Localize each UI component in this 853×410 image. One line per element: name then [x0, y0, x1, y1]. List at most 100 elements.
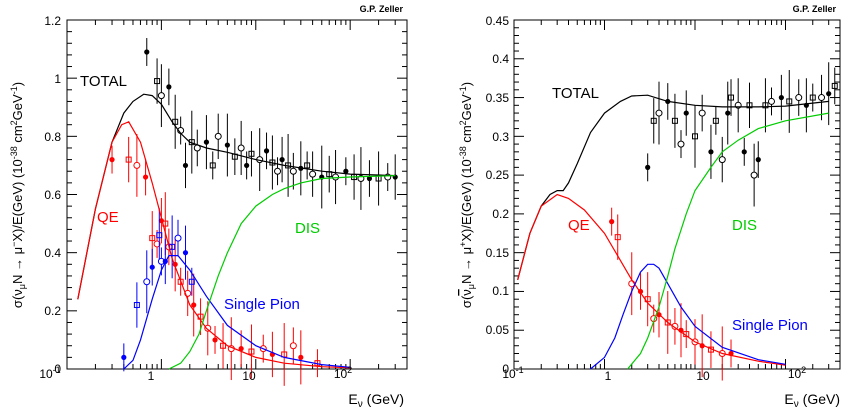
data-point — [818, 94, 826, 102]
series-line — [590, 263, 786, 370]
series-line — [517, 193, 786, 366]
annotation-total: TOTAL — [552, 85, 599, 102]
data-point — [220, 342, 227, 349]
data-point — [209, 162, 216, 169]
y-tick-label: 0.05 — [486, 323, 510, 337]
data-point — [698, 109, 706, 117]
data-point — [366, 175, 373, 182]
data-point — [304, 162, 311, 169]
data-point — [778, 94, 784, 101]
y-tick-label: 0.6 — [44, 188, 61, 202]
axis-ticks — [513, 19, 841, 370]
annotation-dis: DIS — [295, 220, 320, 237]
data-point — [298, 354, 304, 360]
x-axis-label: Eν (GeV) — [348, 391, 404, 410]
y-axis-label: σ(νμN → μ+X)/E(GeV) (10-38 cm2GeV-1) — [458, 82, 476, 308]
data-point — [244, 162, 250, 169]
y-tick-label: 0.15 — [486, 246, 510, 260]
data-point — [650, 117, 657, 124]
data-point — [182, 162, 189, 169]
data-point — [188, 278, 195, 285]
y-tick-label: 0.4 — [44, 246, 61, 260]
data-point — [248, 348, 255, 355]
x-tick-label: 1 — [605, 369, 612, 383]
data-point — [692, 133, 699, 140]
data-point — [153, 240, 161, 248]
data-point — [677, 140, 685, 148]
data-point — [683, 110, 689, 116]
data-point — [214, 132, 222, 140]
data-point — [343, 168, 349, 174]
x-tick-label: 1 — [148, 369, 155, 383]
data-point — [831, 82, 838, 89]
data-point — [332, 173, 340, 181]
data-point — [156, 232, 163, 239]
data-point — [826, 91, 832, 97]
data-point — [809, 94, 816, 101]
data-point — [755, 157, 761, 163]
data-point — [203, 139, 210, 145]
y-tick-label: 0 — [54, 362, 61, 376]
y-tick-label: 0.1 — [492, 284, 509, 298]
series-line — [627, 112, 829, 370]
y-tick-label: 0.25 — [486, 168, 510, 182]
data-point — [248, 150, 255, 157]
y-tick-label: 0.8 — [44, 130, 61, 144]
series-line — [168, 175, 396, 370]
annotation-qe: QE — [568, 217, 590, 234]
data-point — [786, 98, 793, 105]
y-tick-label: 0.35 — [486, 91, 510, 105]
data-point — [191, 302, 197, 308]
y-tick-label: 0.2 — [492, 207, 509, 221]
y-tick-label: 1.2 — [44, 14, 61, 28]
y-tick-label: 0 — [502, 362, 509, 376]
y-tick-label: 0.45 — [486, 14, 510, 28]
data-point — [204, 324, 212, 332]
data-point — [166, 84, 172, 90]
annotation-single-pion: Single Pion — [732, 317, 808, 334]
series-line — [77, 93, 396, 300]
data-point — [712, 117, 719, 124]
measurement-points — [609, 62, 838, 381]
x-tick-label: 10 — [696, 369, 710, 383]
data-point — [708, 149, 714, 155]
x-axis-label: Eν (GeV) — [784, 391, 840, 410]
author-label: G.P. Zeller — [360, 4, 404, 14]
y-tick-label: 0.2 — [44, 304, 61, 318]
chart-right: G.P. Zeller 10-1 1 10 102 0 0.05 0.1 0.1… — [458, 4, 841, 410]
data-point — [671, 117, 678, 124]
data-point — [664, 319, 671, 326]
model-curves — [77, 93, 396, 370]
x-tick-label: 10 — [242, 369, 256, 383]
data-point — [224, 142, 230, 148]
data-point — [263, 148, 270, 154]
x-tick-label: 102 — [334, 365, 352, 381]
data-point — [728, 94, 735, 101]
data-point — [762, 102, 769, 109]
data-point — [795, 94, 803, 102]
annotation-single-pion: Single Pion — [224, 296, 300, 313]
data-point — [154, 78, 161, 85]
data-point — [671, 322, 679, 330]
annotation-total: TOTAL — [80, 73, 127, 90]
series-line — [123, 255, 351, 370]
data-point — [149, 235, 156, 242]
data-point — [177, 278, 184, 285]
data-point — [149, 264, 155, 270]
y-tick-label: 0.3 — [492, 130, 509, 144]
data-point — [174, 234, 182, 242]
data-point — [741, 149, 747, 155]
data-point — [645, 164, 651, 170]
plot-frame — [513, 19, 841, 370]
data-point — [767, 97, 775, 105]
data-point — [289, 167, 297, 175]
data-point — [746, 102, 753, 109]
data-point — [143, 278, 151, 286]
data-point — [109, 157, 115, 163]
author-label: G.P. Zeller — [793, 4, 837, 14]
data-point — [237, 144, 245, 152]
data-point — [750, 171, 758, 179]
data-point — [157, 92, 165, 100]
annotation-qe: QE — [97, 209, 119, 226]
